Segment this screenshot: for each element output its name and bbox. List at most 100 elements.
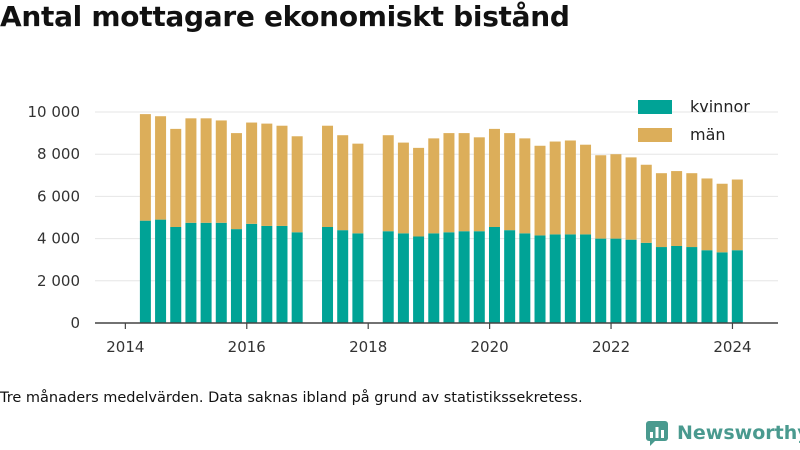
bar-kvinnor: [215, 222, 227, 323]
bar-man: [458, 133, 470, 232]
y-tick-label: 4 000: [37, 230, 80, 248]
x-tick-label: 2016: [228, 338, 266, 356]
bar-kvinnor: [640, 242, 652, 323]
bar-kvinnor: [686, 247, 698, 323]
y-tick-label: 10 000: [28, 103, 81, 121]
bar-kvinnor: [473, 231, 485, 323]
bar-man: [170, 128, 182, 227]
bar-kvinnor: [488, 226, 500, 323]
bar-kvinnor: [291, 232, 303, 323]
bar-kvinnor: [261, 225, 273, 323]
bar-kvinnor: [246, 223, 258, 323]
bar-man: [686, 173, 698, 248]
bar-man: [322, 125, 334, 227]
x-tick-label: 2018: [349, 338, 387, 356]
bar-man: [291, 136, 303, 233]
bar-man: [640, 164, 652, 243]
bar-man: [473, 137, 485, 232]
bar-kvinnor: [200, 222, 212, 323]
bar-kvinnor: [428, 233, 440, 323]
bar-kvinnor: [519, 233, 531, 323]
bar-man: [246, 122, 258, 224]
bar-kvinnor: [352, 233, 364, 323]
bar-kvinnor: [322, 226, 334, 323]
bar-man: [276, 125, 288, 226]
bar-man: [655, 173, 667, 248]
legend-swatch: [638, 100, 672, 114]
bar-kvinnor: [625, 239, 637, 323]
bar-kvinnor: [549, 234, 561, 323]
y-axis-ticks: 0 2 000 4 000 6 000 8 000 10 000: [28, 103, 81, 332]
bar-kvinnor: [443, 232, 455, 323]
bar-man: [534, 145, 546, 236]
bar-kvinnor: [382, 231, 394, 323]
brand-name: Newsworthy: [677, 422, 800, 444]
bar-man: [716, 183, 728, 253]
bar-kvinnor: [170, 226, 182, 323]
bar-man: [397, 142, 409, 234]
bar-man: [428, 138, 440, 234]
bar-kvinnor: [701, 250, 713, 323]
bar-kvinnor: [276, 225, 288, 323]
bar-man: [488, 128, 500, 227]
bar-kvinnor: [413, 236, 425, 323]
bar-man: [625, 157, 637, 240]
bar-kvinnor: [716, 252, 728, 323]
bar-kvinnor: [671, 245, 683, 323]
bar-kvinnor: [337, 230, 349, 323]
bar-kvinnor: [504, 230, 516, 323]
bar-kvinnor: [731, 250, 743, 323]
brand-logo[interactable]: Newsworthy: [645, 420, 800, 446]
legend-swatch: [638, 128, 672, 142]
y-tick-label: 6 000: [37, 187, 80, 205]
bar-kvinnor: [230, 229, 242, 323]
bar-man: [139, 114, 151, 221]
bar-man: [352, 143, 364, 234]
bar-kvinnor: [534, 235, 546, 323]
bar-kvinnor: [397, 233, 409, 323]
bar-man: [504, 133, 516, 231]
legend: kvinnor män: [638, 97, 750, 144]
bar-man: [155, 116, 167, 220]
bar-kvinnor: [139, 220, 151, 323]
bar-man: [200, 118, 212, 223]
bar-man: [382, 135, 394, 232]
bar-man: [610, 154, 622, 239]
footnote: Tre månaders medelvärden. Data saknas ib…: [0, 390, 583, 406]
bars: [139, 114, 743, 323]
x-tick-label: 2014: [106, 338, 144, 356]
bar-kvinnor: [595, 238, 607, 323]
x-tick-label: 2024: [713, 338, 751, 356]
bar-kvinnor: [155, 219, 167, 323]
bar-kvinnor: [458, 231, 470, 323]
legend-label: män: [690, 125, 726, 144]
bar-man: [230, 133, 242, 230]
bar-man: [185, 118, 197, 223]
bar-kvinnor: [185, 222, 197, 323]
bar-man: [564, 140, 576, 235]
bar-man: [701, 178, 713, 251]
bar-man: [443, 133, 455, 233]
bar-man: [580, 144, 592, 235]
bar-man: [595, 155, 607, 239]
bar-man: [549, 141, 561, 235]
chart-title: Antal mottagare ekonomiskt bistånd: [0, 0, 570, 33]
y-tick-label: 0: [70, 314, 80, 332]
x-axis: 2014 2016 2018 2020 2022 2024: [95, 322, 778, 356]
bar-man: [215, 120, 227, 223]
x-tick-label: 2020: [471, 338, 509, 356]
bar-kvinnor: [655, 247, 667, 323]
bar-kvinnor: [610, 238, 622, 323]
legend-label: kvinnor: [690, 97, 750, 116]
bar-man: [337, 135, 349, 231]
bar-man: [671, 171, 683, 246]
x-tick-label: 2022: [592, 338, 630, 356]
bar-man: [731, 179, 743, 251]
bar-kvinnor: [564, 234, 576, 323]
bar-man: [519, 138, 531, 234]
bar-kvinnor: [580, 234, 592, 323]
y-tick-label: 2 000: [37, 272, 80, 290]
bar-man: [261, 123, 273, 226]
newsworthy-logo-icon: [646, 421, 668, 446]
